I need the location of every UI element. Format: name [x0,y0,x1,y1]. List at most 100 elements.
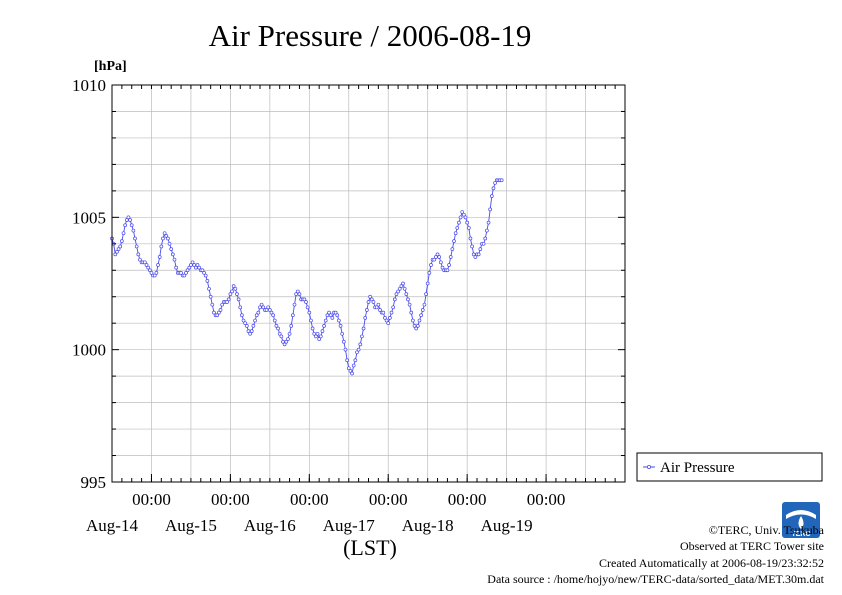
data-point [184,271,188,275]
data-point [448,255,453,259]
data-point [328,313,333,318]
data-point [465,220,469,225]
data-point [207,286,211,291]
data-point [253,318,257,323]
data-point [230,289,234,294]
legend-box [636,452,823,482]
data-point [317,337,322,341]
data-point [200,268,205,273]
x-axis-label: (LST) [343,535,397,560]
data-point [236,297,241,302]
grid-lines [112,85,625,482]
data-point [348,368,353,373]
data-point [460,210,465,214]
data-point [335,313,340,318]
data-point [291,313,295,318]
data-point [121,231,126,236]
data-point [161,236,165,241]
data-point [302,297,307,302]
legend-series-marker [647,464,652,469]
data-point [266,305,271,310]
data-point [466,226,471,230]
data-point [144,263,149,267]
data-point [468,236,473,241]
data-point [376,302,381,307]
credit-copyright: ©TERC, Univ. Tsukuba [708,523,824,537]
legend-entry-air-pressure: Air Pressure [660,460,735,476]
data-point [338,324,343,328]
data-point [243,321,248,326]
data-point [337,318,341,323]
data-point [156,263,160,267]
data-point [447,263,451,267]
data-point [287,331,292,336]
data-point [307,310,312,315]
data-point [187,265,192,270]
data-point [197,265,201,270]
y-tick-label: 1010 [72,76,106,95]
data-point [284,339,289,344]
data-point [226,297,231,302]
data-point [363,316,368,320]
terc-logo: TERC [782,502,820,538]
x-tick-label-time: 00:00 [290,490,329,509]
data-point [392,297,397,302]
data-point [162,231,167,236]
data-point [397,286,402,291]
data-point [365,308,369,312]
data-point [351,363,356,368]
data-point [259,302,264,307]
data-point [241,318,246,323]
data-point [470,244,474,249]
data-point [295,289,300,294]
data-point [120,239,124,243]
data-point [401,281,405,286]
data-point [404,292,409,296]
data-point [374,305,379,310]
data-point [389,310,394,315]
data-point [190,260,195,265]
data-point [118,244,123,249]
data-point [356,347,361,352]
data-point [215,313,220,318]
data-point [238,305,243,310]
data-point [115,249,119,254]
data-point [123,223,128,228]
data-point [422,302,427,307]
y-tick-label: 1005 [72,208,106,227]
data-point [463,215,468,220]
data-point [205,279,210,283]
data-point [149,271,154,275]
data-point [476,252,481,257]
data-point [394,292,399,296]
data-point [350,371,354,376]
data-point [384,318,389,323]
data-point [166,236,170,241]
x-tick-label-date: Aug-16 [244,516,296,535]
data-point [136,252,141,257]
data-point [435,252,440,257]
data-point [282,342,287,347]
data-point [182,273,187,278]
x-tick-label-date: Aug-15 [165,516,217,535]
data-point [277,331,282,336]
data-point [445,268,450,273]
data-point [453,231,458,236]
data-point [128,218,132,222]
y-axis-ticks: 995 1000 1005 1010 [72,76,625,492]
data-point [315,331,320,336]
data-point [366,300,371,304]
data-point [346,366,351,371]
data-point [409,310,414,315]
data-point [486,220,491,225]
data-point [499,178,504,183]
legend: Air Pressure [636,452,823,482]
data-point [371,300,376,304]
x-tick-label-date: Aug-14 [86,516,138,535]
data-point [407,302,412,307]
data-point [134,244,139,249]
x-tick-label-date: Aug-19 [481,516,533,535]
data-point [427,271,432,275]
data-point [297,292,302,296]
data-point [483,236,488,241]
